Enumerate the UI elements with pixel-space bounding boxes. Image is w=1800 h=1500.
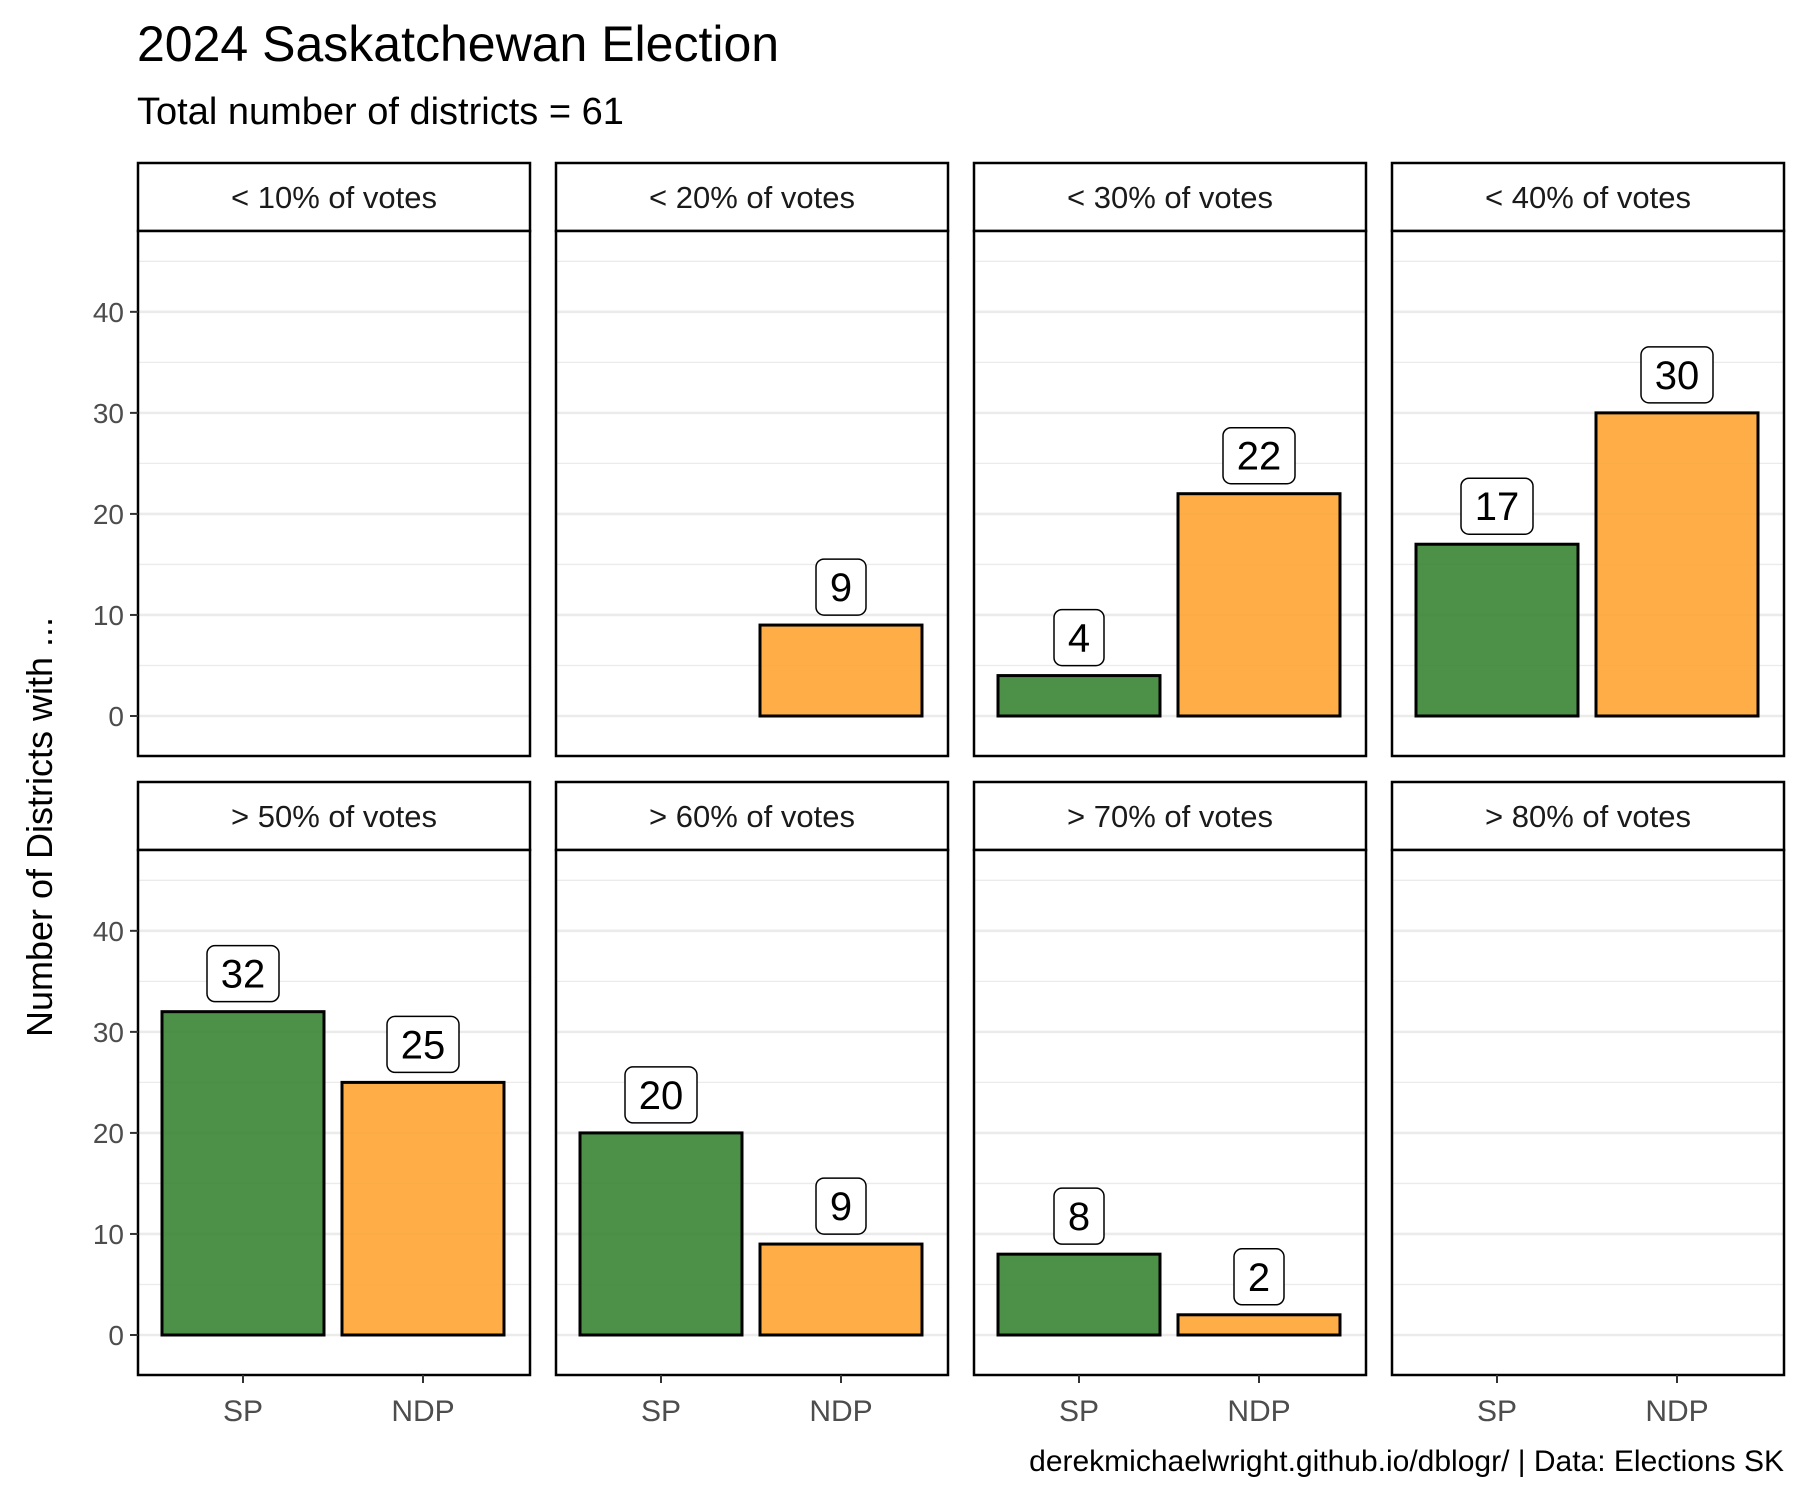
data-label: 8 <box>1068 1195 1090 1239</box>
data-label-box <box>815 558 867 616</box>
data-label: 22 <box>1237 435 1282 479</box>
data-label: 30 <box>1655 354 1700 398</box>
facet-label: < 10% of votes <box>231 180 437 215</box>
facet-strip <box>554 780 950 852</box>
facet-border <box>1390 848 1786 1377</box>
x-tick-label: SP <box>223 1395 263 1428</box>
facet-strip <box>136 780 532 852</box>
facet-border <box>554 848 950 1377</box>
facet-border <box>1390 229 1786 758</box>
y-tick-label: 10 <box>93 600 124 631</box>
chart-title: 2024 Saskatchewan Election <box>137 16 780 72</box>
bar-sp <box>1414 542 1580 718</box>
facet-label: < 30% of votes <box>1067 180 1273 215</box>
facet-panel: > 80% of votes SP NDP <box>1390 780 1786 1428</box>
y-tick-label: 10 <box>93 1219 124 1250</box>
data-label-box <box>386 1015 460 1074</box>
chart-caption: derekmichaelwright.github.io/dblogr/ | D… <box>1029 1445 1784 1478</box>
data-label: 32 <box>221 953 266 997</box>
x-tick-label: SP <box>1059 1395 1099 1428</box>
data-label-box <box>1222 426 1296 485</box>
data-label: 2 <box>1248 1256 1270 1300</box>
facet-label: > 70% of votes <box>1067 799 1273 834</box>
bar-sp <box>996 1252 1162 1337</box>
y-tick-label: 30 <box>93 398 124 429</box>
facet-label: > 50% of votes <box>231 799 437 834</box>
facet-label: < 20% of votes <box>649 180 855 215</box>
data-label-box <box>1053 608 1105 667</box>
y-tick-label: 20 <box>93 1118 124 1149</box>
y-tick-label: 0 <box>108 1320 124 1351</box>
data-label: 4 <box>1068 617 1090 661</box>
y-tick-label: 40 <box>93 916 124 947</box>
facet-panel: < 40% of votes 17 30 <box>1390 161 1786 758</box>
bar-ndp <box>758 1242 924 1337</box>
chart-subtitle: Total number of districts = 61 <box>137 91 624 133</box>
bar-ndp <box>758 623 924 718</box>
facet-background <box>138 231 530 756</box>
facet-panel: < 10% of votes 0 10 20 30 40 <box>93 161 532 758</box>
x-tick-label: NDP <box>1227 1395 1290 1428</box>
facet-border <box>972 229 1368 758</box>
x-tick-label: NDP <box>391 1395 454 1428</box>
y-tick-label: 20 <box>93 499 124 530</box>
x-tick-label: NDP <box>1645 1395 1708 1428</box>
facet-panel: > 70% of votes 8 2 SP NDP <box>972 780 1368 1428</box>
data-label-box <box>206 944 280 1003</box>
data-label: 25 <box>401 1023 446 1067</box>
facet-label: > 80% of votes <box>1485 799 1691 834</box>
data-label-box <box>1233 1248 1285 1306</box>
x-tick-label: SP <box>641 1395 681 1428</box>
facet-panel: < 30% of votes 4 22 <box>972 161 1368 758</box>
facet-strip <box>1390 780 1786 852</box>
data-label: 9 <box>830 566 852 610</box>
bar-ndp <box>1176 492 1342 718</box>
facet-panel: < 20% of votes 9 <box>554 161 950 758</box>
data-label: 9 <box>830 1185 852 1229</box>
data-label: 17 <box>1475 485 1520 529</box>
facet-strip <box>554 161 950 233</box>
facet-label: < 40% of votes <box>1485 180 1691 215</box>
x-tick-label: SP <box>1477 1395 1517 1428</box>
data-label-box <box>624 1066 698 1124</box>
facet-border <box>972 848 1368 1377</box>
bar-ndp <box>340 1080 506 1337</box>
facet-border <box>136 848 532 1377</box>
y-axis-title: Number of Districts with ... <box>19 617 60 1037</box>
data-label: 20 <box>639 1074 684 1118</box>
bar-sp <box>996 674 1162 718</box>
facet-label: > 60% of votes <box>649 799 855 834</box>
data-label-box <box>1053 1187 1105 1245</box>
data-label-box <box>1640 346 1714 404</box>
bar-ndp <box>1176 1313 1342 1337</box>
bar-sp <box>160 1010 326 1337</box>
y-tick-label: 40 <box>93 297 124 328</box>
data-label-box <box>815 1177 867 1235</box>
facet-panel: > 50% of votes 32 25 0 10 20 30 40 SP NDP <box>93 780 532 1428</box>
y-tick-label: 0 <box>108 701 124 732</box>
facet-strip <box>972 161 1368 233</box>
y-tick-label: 30 <box>93 1017 124 1048</box>
facet-panel: > 60% of votes 20 9 SP NDP <box>554 780 950 1428</box>
facet-strip <box>1390 161 1786 233</box>
bar-ndp <box>1594 411 1760 718</box>
facet-border <box>136 229 532 758</box>
facet-border <box>554 229 950 758</box>
data-label-box <box>1460 477 1534 535</box>
bar-sp <box>578 1131 744 1337</box>
facet-background <box>1392 850 1784 1375</box>
facet-strip <box>972 780 1368 852</box>
x-tick-label: NDP <box>809 1395 872 1428</box>
